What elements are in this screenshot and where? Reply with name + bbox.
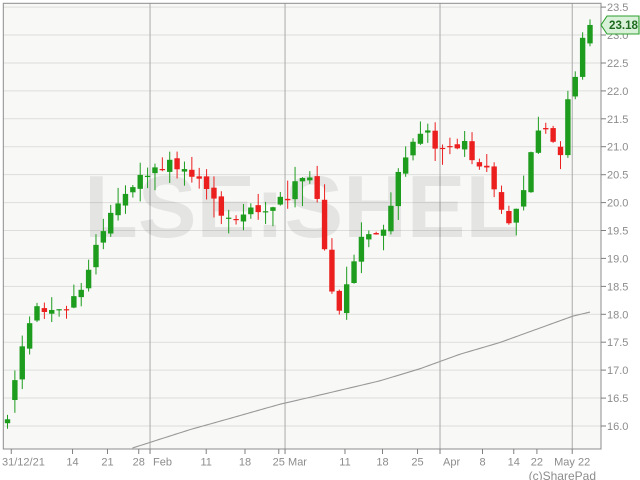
svg-text:25: 25 [273,457,285,469]
svg-text:May 22: May 22 [554,457,590,469]
svg-text:31/12/21: 31/12/21 [2,457,45,469]
svg-text:20.0: 20.0 [607,198,628,210]
svg-text:21: 21 [101,457,113,469]
svg-text:11: 11 [200,457,211,469]
svg-text:21.5: 21.5 [607,114,628,126]
svg-text:16.5: 16.5 [607,393,628,405]
svg-text:18: 18 [239,457,251,469]
svg-text:14: 14 [66,457,78,469]
svg-text:22.0: 22.0 [607,86,628,98]
svg-text:18.0: 18.0 [607,309,628,321]
svg-text:21.0: 21.0 [607,142,628,154]
svg-text:Feb: Feb [153,457,172,469]
svg-text:23.18: 23.18 [609,20,639,32]
svg-text:23.5: 23.5 [607,2,628,14]
svg-text:Mar: Mar [288,457,307,469]
svg-text:14: 14 [508,457,520,469]
svg-text:(c)SharePad: (c)SharePad [529,469,596,480]
svg-text:22: 22 [531,457,543,469]
svg-text:28: 28 [133,457,145,469]
svg-text:18: 18 [376,457,388,469]
svg-text:25: 25 [411,457,423,469]
svg-text:16.0: 16.0 [607,421,628,433]
svg-text:LSE:SHEL: LSE:SHEL [84,157,519,256]
svg-text:22.5: 22.5 [607,58,628,70]
svg-text:18.5: 18.5 [607,281,628,293]
svg-text:17.0: 17.0 [607,365,628,377]
svg-text:11: 11 [339,457,350,469]
svg-text:19.0: 19.0 [607,253,628,265]
svg-text:20.5: 20.5 [607,170,628,182]
svg-text:Apr: Apr [443,457,460,469]
svg-text:19.5: 19.5 [607,226,628,238]
svg-text:17.5: 17.5 [607,337,628,349]
svg-text:8: 8 [479,457,485,469]
